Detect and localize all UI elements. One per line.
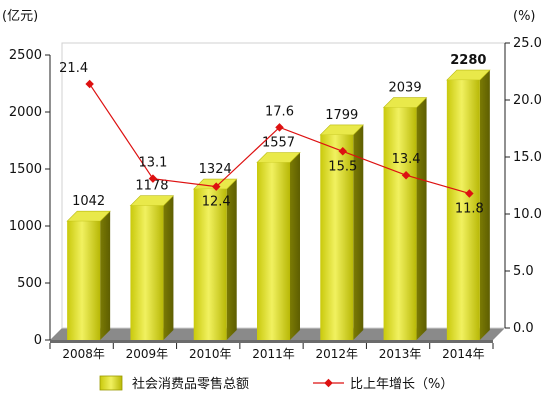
bar-side [226,179,237,340]
legend: 社会消费品零售总额 比上年增长（%） [99,375,453,392]
right-tick-label: 20.0 [513,93,542,108]
bar-side [163,195,174,340]
left-tick-label: 500 [17,276,42,291]
left-tick-label: 1500 [9,162,42,177]
bar [320,134,354,340]
bar-side [100,211,111,340]
right-tick-label: 10.0 [513,207,542,222]
bar [446,80,480,340]
bar-value-label: 1799 [325,108,358,123]
line-series: 21.4 13.1 12.4 17.6 15.5 13.4 11.8 [59,61,484,216]
right-tick-label: 5.0 [513,264,534,279]
x-tick-label: 2009年 [126,347,169,361]
growth-value-label: 12.4 [202,195,231,210]
bar-value-label: 1324 [199,162,232,177]
legend-label-line: 比上年增长（%） [350,377,453,392]
x-tick-label: 2013年 [379,347,422,361]
growth-value-label: 17.6 [265,104,294,119]
growth-point [338,147,348,156]
x-tick-label: 2008年 [62,347,105,361]
bar [257,162,290,340]
legend-label-bar: 社会消费品零售总额 [132,376,249,392]
growth-value-label: 21.4 [59,61,88,76]
right-axis-ticks: 0.0 5.0 10.0 15.0 20.0 25.0 [505,36,542,336]
bar [193,189,227,340]
right-axis-unit: (%) [513,9,536,24]
growth-value-label: 13.1 [138,156,167,171]
bar [130,205,164,340]
growth-point [211,182,221,191]
legend-swatch-bar [99,375,123,391]
x-tick-label: 2011年 [252,347,295,361]
growth-value-label: 13.4 [392,152,421,167]
growth-value-label: 11.8 [455,201,484,216]
bar-side [416,97,427,340]
legend-swatch-marker [324,378,333,388]
left-tick-label: 2000 [9,105,42,120]
growth-point [85,79,94,89]
right-tick-label: 25.0 [513,36,542,51]
x-tick-label: 2010年 [189,347,232,361]
bar-side [479,70,490,340]
x-tick-label: 2012年 [316,347,359,361]
bar-value-label: 1042 [72,194,105,209]
left-tick-label: 1000 [9,219,42,234]
left-axis-ticks: 0 500 1000 1500 2000 2500 [9,48,50,348]
right-tick-label: 15.0 [513,150,542,165]
left-tick-label: 0 [34,333,42,348]
growth-point [275,123,284,132]
left-tick-label: 2500 [9,48,42,63]
x-tick-label: 2014年 [442,347,485,361]
bar [383,107,417,340]
bar-value-label: 1178 [135,179,168,194]
growth-point [465,189,474,198]
bar-value-label: 2280 [450,53,486,68]
bar-value-label: 2039 [389,81,422,96]
left-axis-unit: (亿元) [2,9,38,24]
bar-side [353,124,364,340]
bar-value-label: 1557 [262,136,295,151]
x-axis-ticks: 2008年 2009年 2010年 2011年 2012年 2013年 2014年 [49,343,494,361]
bar-value-labels: 1042 1178 1324 1557 1799 2039 2280 [72,53,486,209]
plot-floor-edge [50,340,493,343]
bar [67,221,101,340]
bar-series [66,69,491,340]
bar-side [290,152,300,340]
right-tick-label: 0.0 [513,321,534,336]
growth-point [148,174,158,183]
growth-point [401,170,411,180]
growth-value-label: 15.5 [328,159,357,174]
